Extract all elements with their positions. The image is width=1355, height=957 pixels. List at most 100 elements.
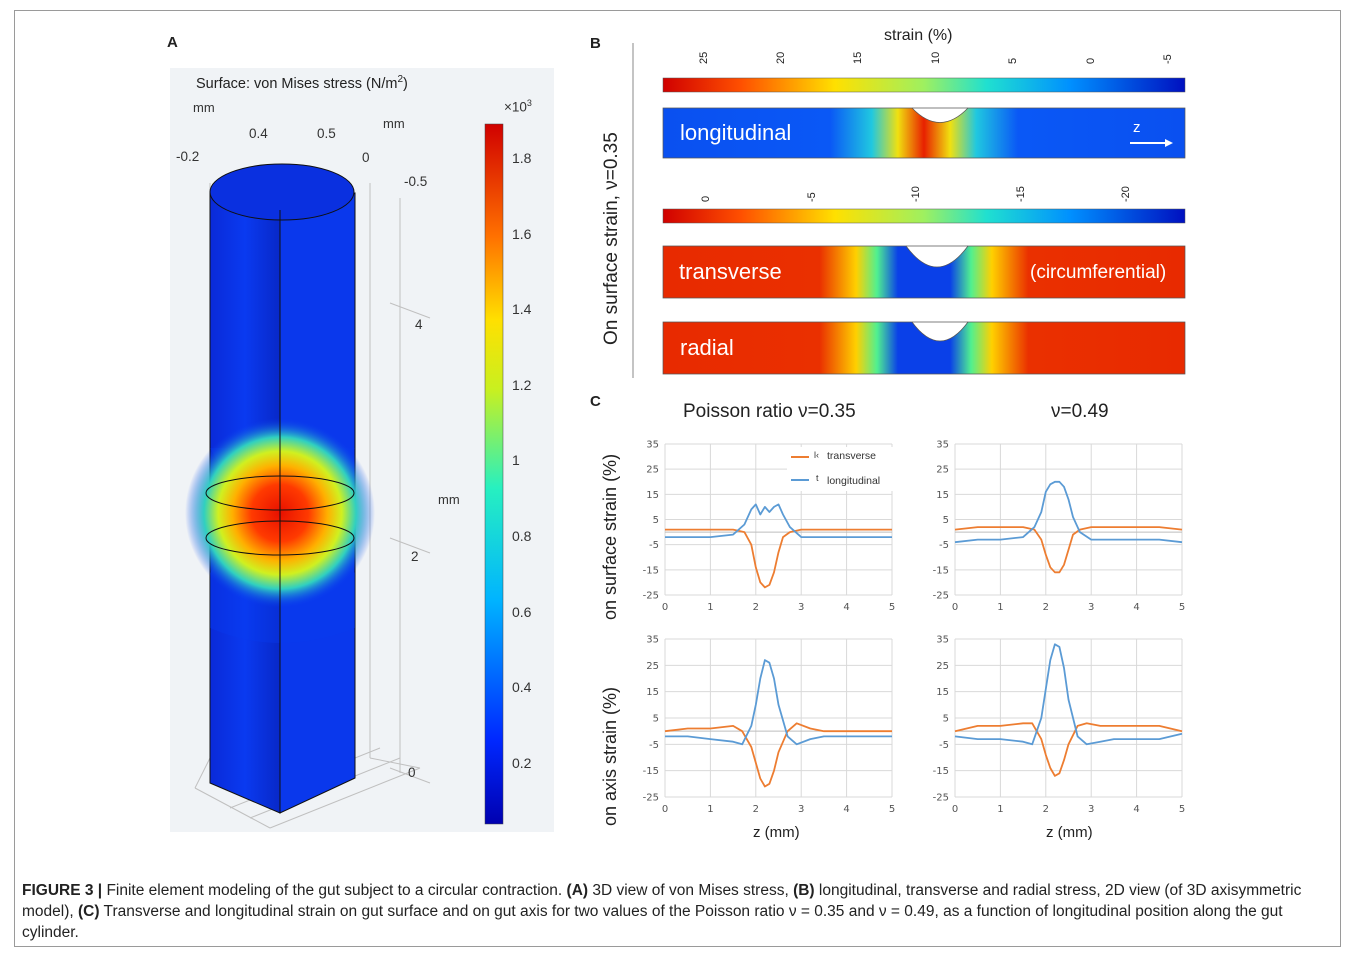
caption-ref-b: (B)	[793, 882, 815, 899]
x-tick-label: 2	[753, 804, 759, 815]
y-tick-label: -5	[939, 740, 949, 751]
y-tick-label: 5	[653, 515, 659, 526]
legend-swatch-transverse	[791, 456, 809, 458]
colorbar-tick: 1	[512, 452, 520, 468]
series-line-transverse	[665, 528, 892, 589]
legend-prefix-longitudinal: t	[816, 473, 819, 483]
chart-legend: l‹ transverse t longitudinal	[787, 447, 895, 491]
chart-title-right: ν=0.49	[1051, 401, 1109, 422]
x-tick-label: 0	[952, 602, 958, 613]
axis-z-tick-2: 2	[411, 549, 419, 564]
radial-label: radial	[680, 335, 734, 360]
colorbar-tick: 0.8	[512, 528, 532, 544]
x-tick-label: 1	[997, 804, 1003, 815]
x-tick-label: 5	[1179, 602, 1185, 613]
caption-text-a: 3D view of von Mises stress,	[588, 882, 794, 899]
y-tick-label: -15	[933, 565, 949, 576]
y-tick-label: 35	[936, 635, 949, 646]
x-tick-label: 3	[798, 804, 804, 815]
panel-a-letter: A	[167, 34, 178, 51]
y-tick-label: 35	[646, 635, 659, 646]
axis-tick-a3: 0.5	[317, 126, 336, 141]
x-tick-label: 5	[889, 602, 895, 613]
x-tick-label: 2	[1043, 804, 1049, 815]
colorbar-tick: 1.2	[512, 377, 532, 393]
y-tick-label: 5	[943, 515, 949, 526]
y-tick-label: 5	[943, 714, 949, 725]
caption-intro: Finite element modeling of the gut subje…	[102, 882, 567, 899]
legend-label-longitudinal: longitudinal	[827, 475, 881, 487]
x-tick-label: 0	[662, 602, 668, 613]
ylabel-axis: on axis strain (%)	[600, 686, 620, 826]
y-tick-label: 5	[653, 714, 659, 725]
y-tick-label: -15	[643, 766, 659, 777]
x-tick-label: 5	[889, 804, 895, 815]
longitudinal-label: longitudinal	[680, 120, 792, 145]
axis-tick-a4: 0	[362, 150, 370, 165]
series-line-transverse	[954, 526, 1183, 574]
y-tick-label: -15	[933, 766, 949, 777]
x-tick-label: 0	[662, 804, 668, 815]
chart-surface-049: 35 25 15 5 -5 -15 -250 1 2 3 4 5	[933, 440, 1186, 614]
transverse-label: transverse	[679, 259, 782, 284]
y-tick-label: 15	[936, 687, 949, 698]
xlabel-left: z (mm)	[753, 824, 800, 841]
x-tick-label: 4	[1133, 804, 1139, 815]
x-tick-label: 1	[997, 602, 1003, 613]
series-line-longitudinal	[954, 480, 1183, 544]
caption-label: FIGURE 3 |	[22, 882, 103, 899]
y-tick-label: 15	[936, 490, 949, 501]
series-line-transverse	[954, 722, 1183, 777]
colorbar-tick: 1.6	[512, 226, 532, 242]
colorbar-tick: 0.2	[512, 755, 532, 771]
circumferential-label: (circumferential)	[1030, 262, 1167, 283]
axis-right-unit: mm	[383, 116, 405, 131]
colorbar1-tick: 10	[930, 51, 942, 64]
axis-tick-a2: 0.4	[249, 126, 268, 141]
chart-axis-049: 35 25 15 5 -5 -15 -250 1 2 3 4 5	[933, 635, 1186, 816]
colorbar-tick: 0.4	[512, 679, 532, 695]
caption-text-c: Transverse and longitudinal strain on gu…	[22, 903, 1283, 941]
axis-z-tick-0: 0	[408, 765, 416, 780]
legend-label-transverse: transverse	[827, 450, 877, 462]
y-tick-label: 25	[936, 465, 949, 476]
colorbar-exponent: ×103	[504, 98, 532, 115]
axis-z-tick-4: 4	[415, 317, 423, 332]
colorbar1-tick: -5	[1162, 54, 1174, 64]
y-tick-label: -25	[643, 591, 659, 602]
z-direction-label: z	[1133, 119, 1141, 136]
y-tick-label: 15	[646, 687, 659, 698]
colorbar1-tick: 20	[775, 51, 787, 64]
panel-c-letter: C	[590, 393, 601, 410]
colorbar1-tick: 5	[1007, 57, 1019, 64]
x-tick-label: 4	[843, 804, 849, 815]
panel-a-figure	[170, 68, 554, 832]
x-tick-label: 1	[707, 602, 713, 613]
figure-frame	[14, 10, 1341, 947]
legend-prefix-transverse: l‹	[814, 450, 819, 460]
axis-z-unit: mm	[438, 492, 460, 507]
x-tick-label: 2	[1043, 602, 1049, 613]
colorbar2-tick: 0	[700, 195, 712, 202]
x-tick-label: 3	[1088, 804, 1094, 815]
y-tick-label: -5	[649, 540, 659, 551]
y-tick-label: -25	[643, 793, 659, 804]
strain-title: strain (%)	[884, 27, 953, 44]
colorbar2-tick: -5	[806, 192, 818, 202]
chart-axis-035: 35 25 15 5 -5 -15 -250 1 2 3 4 5	[643, 635, 896, 816]
colorbar-tick: 0.6	[512, 604, 532, 620]
y-tick-label: -15	[643, 565, 659, 576]
x-tick-label: 1	[707, 804, 713, 815]
colorbar2-tick: -10	[910, 186, 922, 202]
axis-tick-a1: -0.2	[176, 149, 200, 164]
series-line-longitudinal	[665, 659, 892, 746]
y-tick-label: 35	[936, 440, 949, 451]
figure-caption: FIGURE 3 | Finite element modeling of th…	[22, 880, 1337, 943]
caption-ref-c: (C)	[78, 903, 100, 920]
caption-text-b: longitudinal, transverse and radial stre…	[22, 882, 1302, 920]
x-tick-label: 4	[1133, 602, 1139, 613]
ylabel-surface: on surface strain (%)	[600, 453, 620, 620]
panel-b-figure	[632, 43, 1186, 378]
x-tick-label: 0	[952, 804, 958, 815]
panel-a-title: Surface: von Mises stress (N/m2)	[196, 74, 408, 92]
